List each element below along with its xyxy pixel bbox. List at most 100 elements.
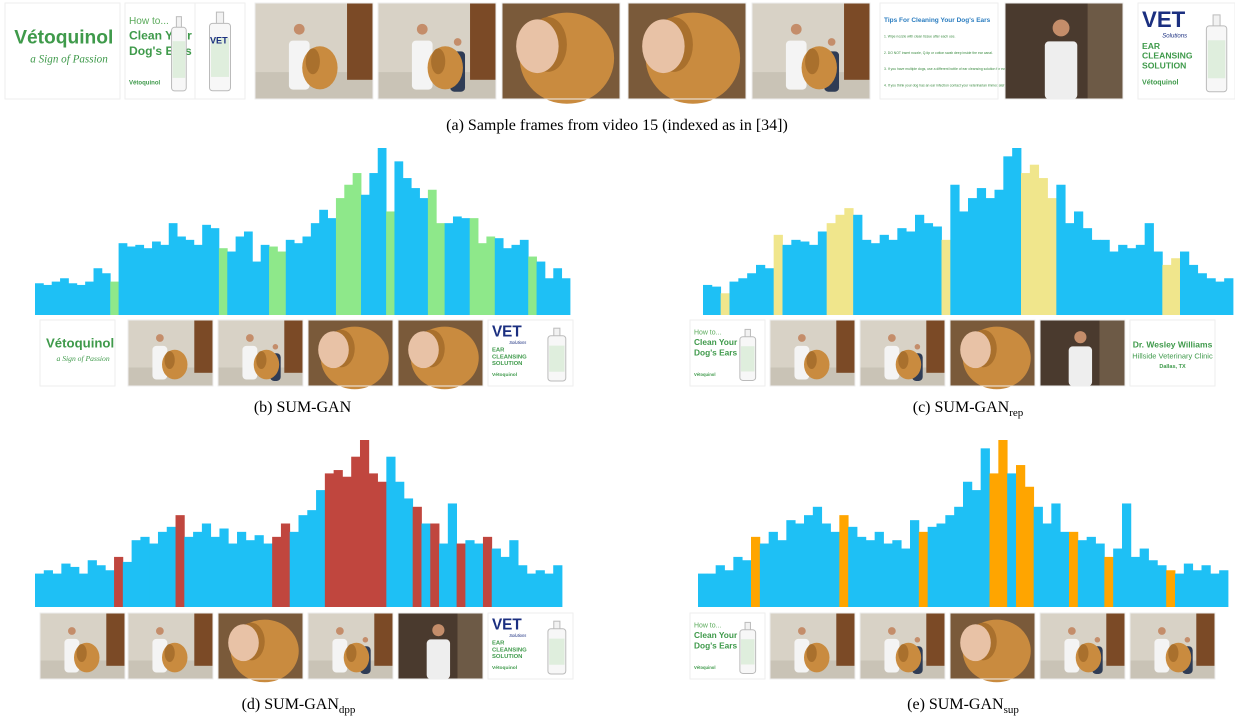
score-bar	[243, 231, 253, 315]
score-bar	[316, 490, 326, 607]
frame-text: Solutions	[509, 340, 526, 345]
bottle-cap	[553, 620, 561, 630]
frame-text: Dr. Wesley Williams	[1133, 340, 1213, 350]
door	[926, 320, 945, 373]
score-bar	[536, 261, 546, 315]
score-bar	[795, 523, 805, 607]
score-bar	[1016, 465, 1026, 607]
score-bar	[324, 473, 335, 607]
video-frame	[377, 2, 497, 100]
score-bar	[78, 573, 89, 607]
frame-text: How to...	[694, 623, 721, 630]
frame-text: a Sign of Passion	[30, 54, 108, 66]
score-bar	[1162, 264, 1172, 315]
score-bar	[193, 244, 203, 315]
score-bar	[1188, 264, 1199, 315]
bottle-label	[549, 638, 565, 665]
score-bar	[918, 531, 929, 607]
frame-border	[501, 2, 621, 100]
video-frame	[127, 612, 214, 680]
score-bar	[994, 189, 1004, 315]
score-bar	[201, 523, 212, 607]
score-bar	[122, 561, 133, 607]
hand	[228, 624, 259, 662]
score-bar	[1100, 239, 1110, 315]
head	[156, 334, 164, 342]
door	[926, 613, 945, 666]
caption-subscript: sup	[1004, 704, 1020, 716]
score-bar	[862, 239, 872, 315]
dog-ear	[256, 351, 267, 370]
score-bar	[185, 239, 195, 315]
head	[827, 38, 836, 46]
score-bar	[394, 161, 404, 315]
score-bar	[494, 238, 504, 315]
score-bar	[936, 523, 946, 607]
video-frame	[397, 612, 484, 680]
score-bar	[411, 188, 420, 315]
score-bar	[1139, 548, 1149, 607]
score-bar	[260, 244, 270, 315]
score-bar	[452, 216, 462, 315]
head	[336, 627, 344, 635]
frame-text: Solutions	[509, 633, 526, 638]
score-bar	[1219, 570, 1229, 607]
score-bar	[307, 510, 317, 607]
score-bar	[210, 536, 220, 607]
frame-border	[1137, 2, 1235, 100]
score-bar	[812, 506, 823, 607]
frame-text: VET	[492, 617, 522, 634]
score-bar	[412, 506, 422, 607]
frame-text: SOLUTION	[1142, 60, 1186, 70]
dog-ear	[806, 644, 817, 663]
score-bar	[1171, 258, 1181, 315]
score-bar	[1215, 281, 1225, 315]
head	[1068, 627, 1076, 635]
score-bar	[782, 244, 792, 315]
head	[1158, 627, 1166, 635]
score-bar	[352, 173, 362, 315]
bottle-cap	[175, 16, 182, 29]
score-bar	[118, 243, 128, 315]
body	[332, 638, 348, 673]
frame-text: Vétoquinol	[694, 372, 715, 377]
body	[426, 639, 451, 679]
score-bar	[447, 503, 457, 607]
score-bar	[915, 214, 925, 315]
video-frame	[859, 319, 946, 387]
score-bar	[228, 543, 238, 607]
score-bar	[503, 248, 512, 315]
score-bar	[280, 523, 291, 607]
score-bar	[486, 236, 496, 315]
score-bar	[444, 223, 454, 315]
frame-text: Vétoquinol	[492, 372, 517, 378]
body	[785, 40, 807, 90]
door	[106, 613, 125, 666]
dog-ear	[806, 351, 817, 370]
head	[798, 334, 806, 342]
score-bar	[43, 284, 53, 315]
score-bar	[184, 536, 194, 607]
frame-border	[769, 612, 856, 680]
frame-border	[769, 319, 856, 387]
score-bar	[474, 543, 484, 607]
video-frame: Vétoquinol a Sign of Passion	[39, 319, 116, 387]
head	[888, 627, 896, 635]
score-bar	[857, 536, 867, 607]
frame-bg	[880, 3, 998, 99]
frame-text: How to...	[694, 330, 721, 337]
score-bar	[848, 526, 858, 607]
score-bar	[971, 490, 982, 607]
bottle-label	[741, 639, 755, 665]
score-bar	[1069, 531, 1079, 607]
score-bar	[319, 209, 328, 315]
frame-border	[751, 2, 871, 100]
head	[798, 627, 806, 635]
score-bar	[1144, 223, 1154, 315]
score-bar	[764, 268, 775, 315]
video-frame	[1004, 2, 1124, 100]
score-bar	[528, 256, 537, 315]
score-bar	[294, 243, 303, 315]
score-bar	[289, 531, 299, 607]
